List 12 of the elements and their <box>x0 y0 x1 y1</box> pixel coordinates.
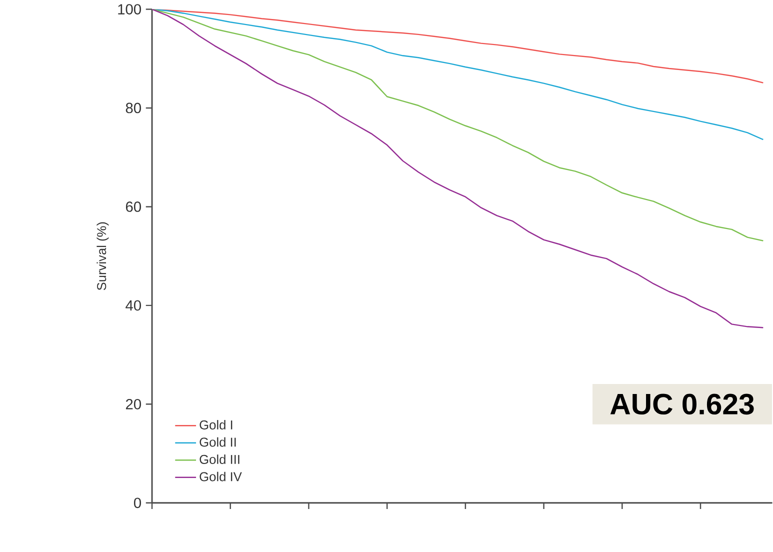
y-tick-label: 60 <box>126 201 141 212</box>
legend-label: Gold III <box>200 454 240 464</box>
y-tick-label: 100 <box>118 4 141 14</box>
legend-label: Gold II <box>200 437 236 447</box>
y-tick-label: 40 <box>126 300 141 311</box>
y-tick-label: 20 <box>126 398 141 410</box>
annotation: AUC 0.623 <box>610 394 754 414</box>
y-axis-title: Survival (%) <box>96 222 109 290</box>
legend-label: Gold IV <box>200 472 242 482</box>
y-tick-label: 80 <box>126 102 141 114</box>
legend-label: Gold I <box>200 420 232 430</box>
y-tick-label: 0 <box>134 498 142 508</box>
